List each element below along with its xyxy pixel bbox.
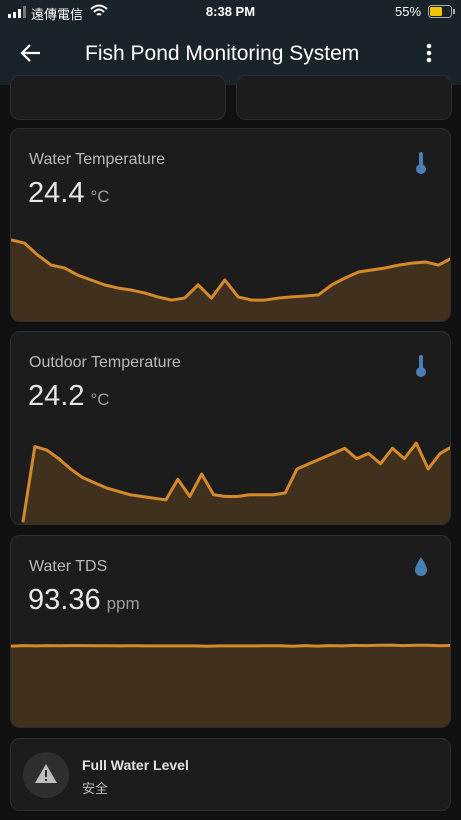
menu-button[interactable] xyxy=(424,43,434,65)
sensor-card[interactable]: Water TDS 93.36 ppm xyxy=(10,535,451,728)
wifi-icon xyxy=(90,4,108,16)
battery-icon xyxy=(428,5,455,18)
line xyxy=(21,441,450,523)
sensor-card[interactable]: Water Temperature 24.4 °C xyxy=(10,128,451,322)
page-title: Fish Pond Monitoring System xyxy=(85,42,360,65)
partial-card[interactable] xyxy=(236,75,452,120)
sensor-value: 93.36 xyxy=(28,584,101,616)
sensor-value: 24.4 xyxy=(28,177,85,209)
top-bar: 遠傳電信 8:38 PM 55% Fish Pond Monitoring Sy… xyxy=(0,0,461,85)
sensor-value: 24.2 xyxy=(28,380,85,412)
sparkline xyxy=(21,441,450,524)
binary-sensor-card[interactable]: Full Water Level 安全 xyxy=(10,738,451,811)
back-button[interactable] xyxy=(20,43,42,63)
sensor-state: 安全 xyxy=(82,781,109,796)
water-drop-icon xyxy=(415,557,427,576)
card-title: Water TDS xyxy=(29,558,108,575)
carrier: 遠傳電信 xyxy=(31,7,84,22)
card-title: Outdoor Temperature xyxy=(29,354,181,371)
partial-card[interactable] xyxy=(10,75,226,120)
card-title: Full Water Level xyxy=(82,757,189,773)
sensor-unit: ppm xyxy=(106,594,140,613)
area-fill xyxy=(11,645,450,727)
thermometer-icon xyxy=(416,355,426,377)
signal-icon xyxy=(8,6,26,18)
line xyxy=(11,238,450,302)
area-fill xyxy=(11,239,450,321)
sparkline xyxy=(11,238,450,321)
warning-icon xyxy=(23,752,69,798)
line xyxy=(11,643,450,648)
area-fill xyxy=(22,443,450,524)
card-title: Water Temperature xyxy=(29,151,166,168)
sparkline xyxy=(11,643,450,727)
thermometer-icon xyxy=(416,152,426,174)
sensor-unit: °C xyxy=(90,390,110,409)
sensor-unit: °C xyxy=(90,187,110,206)
clock: 8:38 PM xyxy=(205,4,256,19)
sensor-card[interactable]: Outdoor Temperature 24.2 °C xyxy=(10,331,451,525)
battery-text: 55% xyxy=(395,4,422,19)
